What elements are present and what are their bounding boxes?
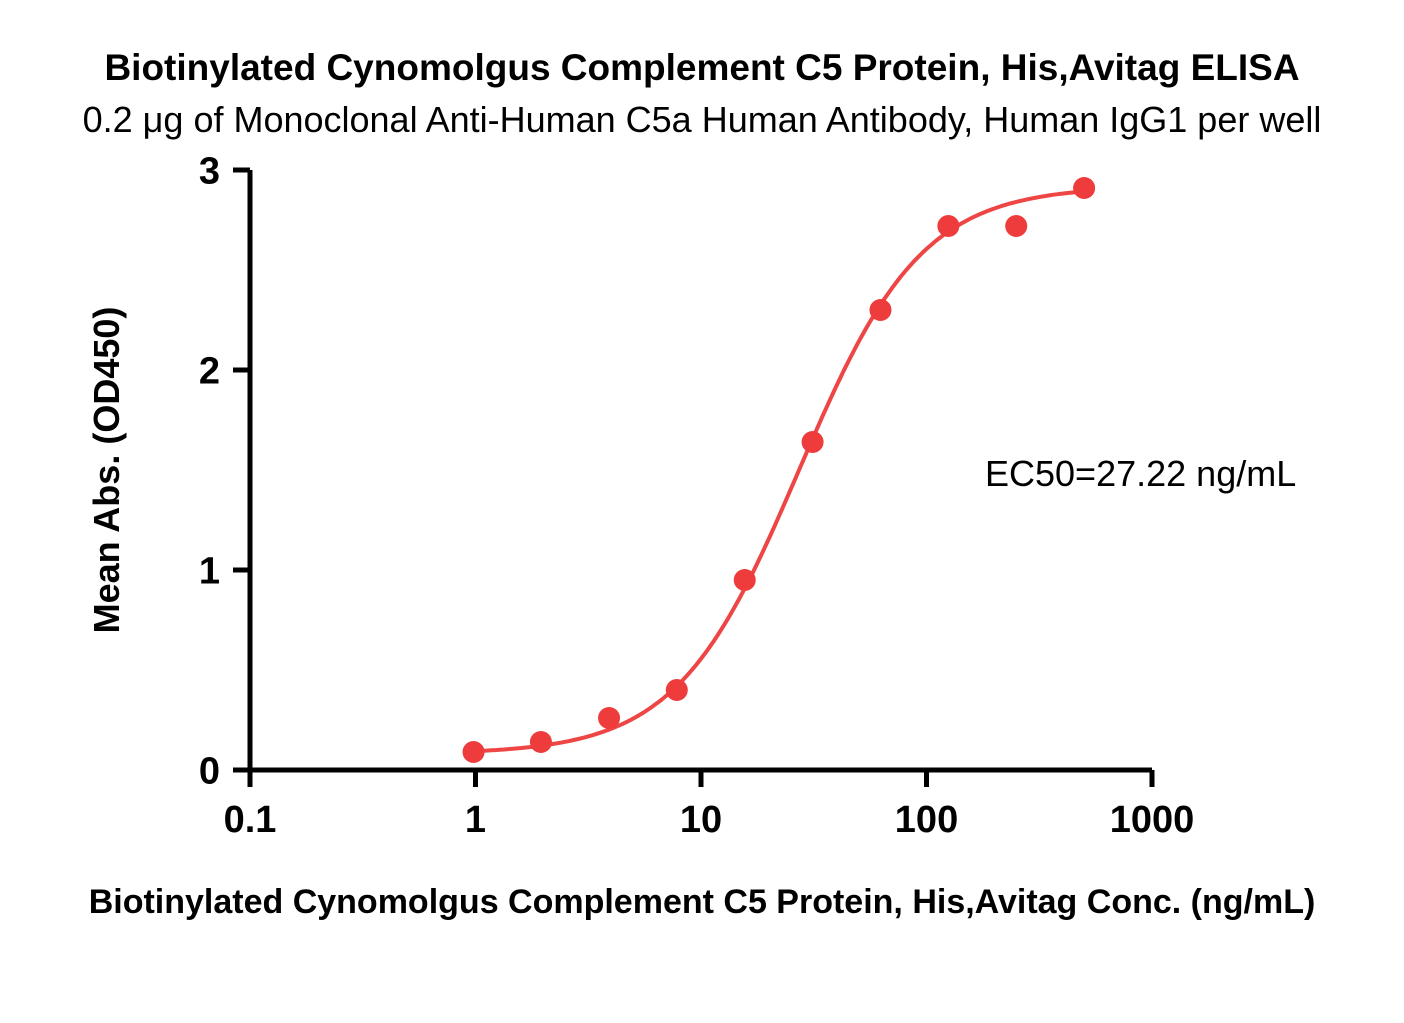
y-tick-label: 2 — [199, 350, 220, 392]
data-point — [598, 707, 621, 729]
data-point — [1005, 215, 1028, 237]
fit-curve — [471, 189, 1087, 754]
data-point — [733, 569, 756, 591]
x-tick-label: 100 — [895, 799, 958, 841]
data-point — [665, 679, 688, 701]
x-tick-label: 0.1 — [224, 799, 277, 841]
x-axis-label: Biotinylated Cynomolgus Complement C5 Pr… — [88, 883, 1316, 921]
data-point — [869, 299, 892, 321]
data-point — [801, 431, 824, 453]
chart-title: Biotinylated Cynomolgus Complement C5 Pr… — [104, 47, 1300, 88]
y-tick-label: 1 — [199, 550, 220, 592]
ec50-annotation: EC50=27.22 ng/mL — [985, 453, 1297, 494]
data-point — [462, 741, 485, 763]
data-point — [1073, 177, 1096, 199]
x-tick-label: 1 — [465, 799, 486, 841]
y-tick-label: 0 — [199, 750, 220, 792]
chart-subtitle: 0.2 μg of Monoclonal Anti-Human C5a Huma… — [82, 99, 1322, 140]
x-tick-label: 10 — [680, 799, 722, 841]
x-tick-label: 1000 — [1110, 799, 1195, 841]
y-tick-label: 3 — [199, 150, 220, 192]
data-point — [937, 215, 960, 237]
data-point — [529, 731, 552, 753]
